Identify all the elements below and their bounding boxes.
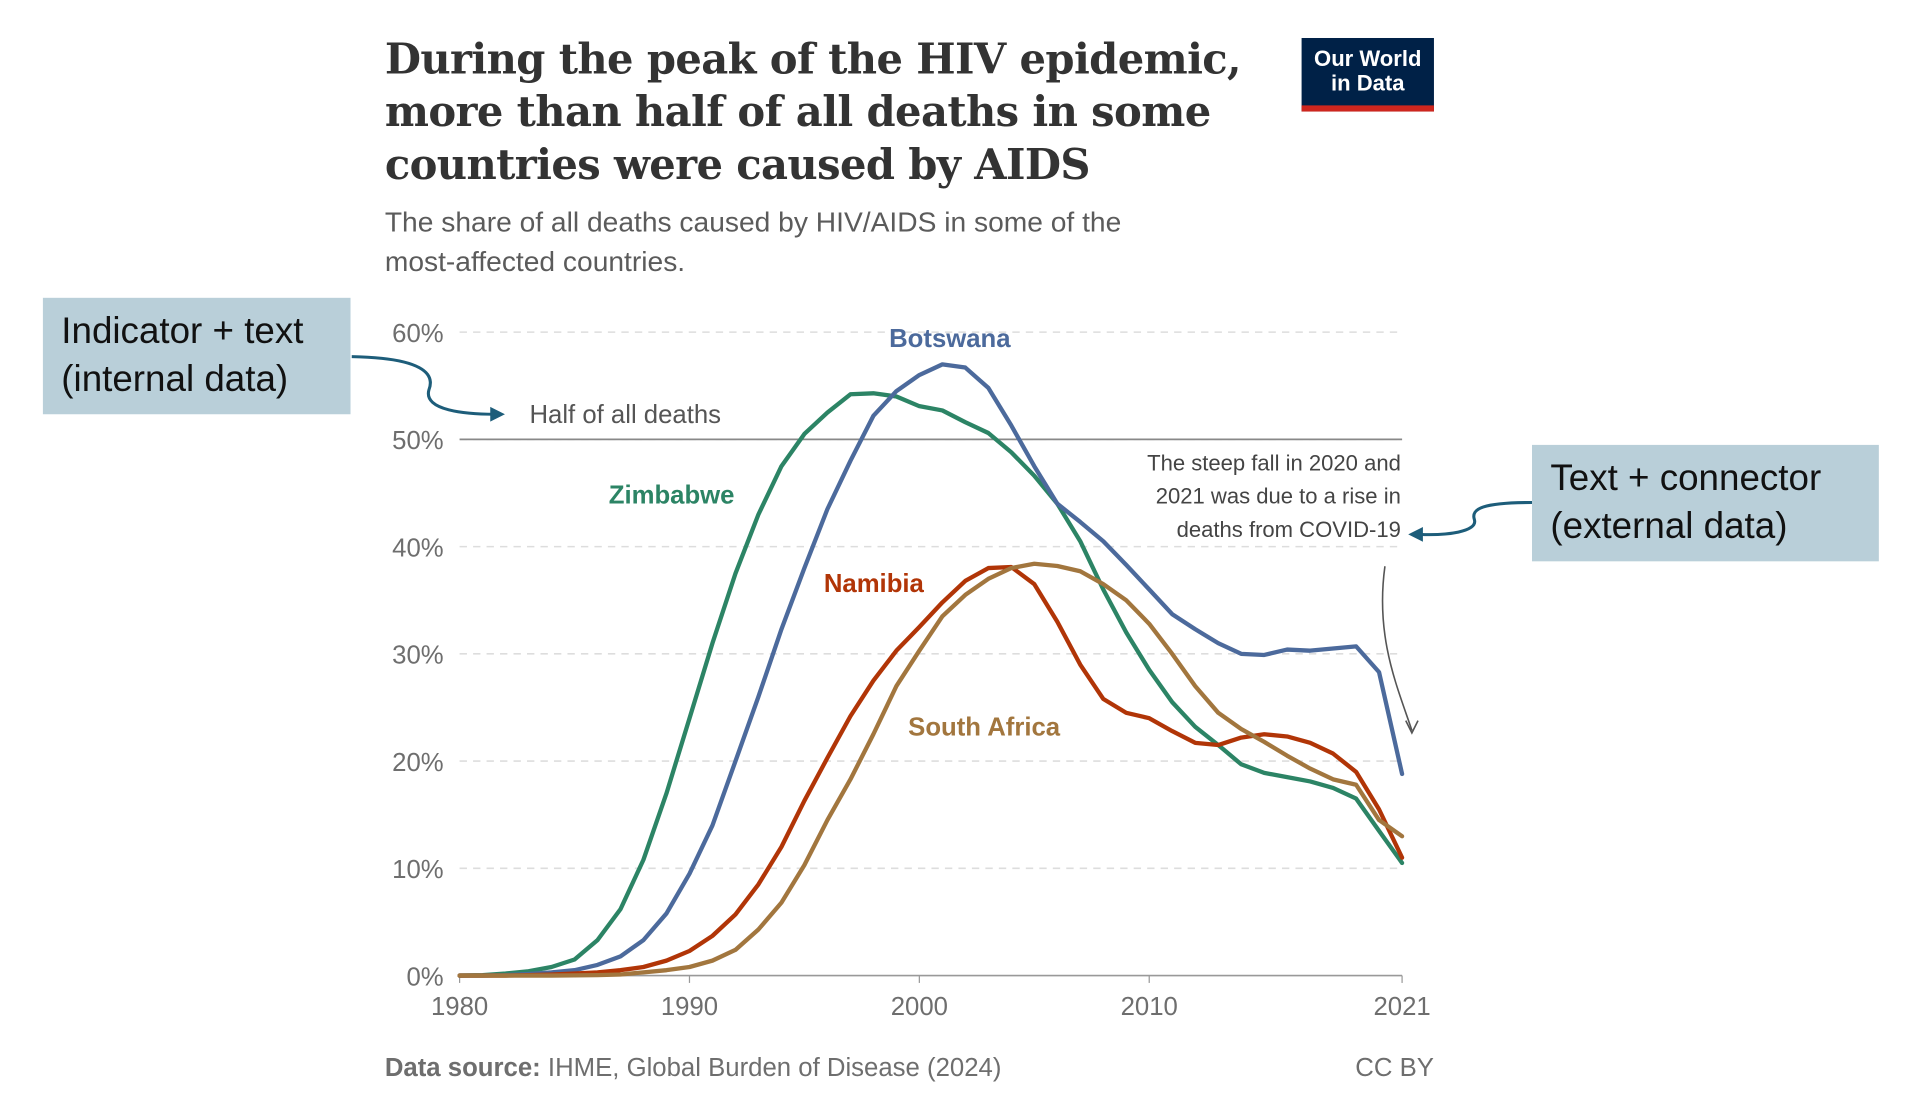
- y-tick-label: 30%: [392, 642, 443, 670]
- covid-note-line-1: The steep fall in 2020 and: [1147, 451, 1401, 476]
- right-arrowhead-icon: [1408, 527, 1423, 542]
- callout-external-data: Text + connector (external data): [1532, 444, 1879, 562]
- covid-connector-arrow: [1381, 566, 1413, 731]
- data-source: Data source: IHME, Global Burden of Dise…: [385, 1054, 1002, 1083]
- data-source-label: Data source:: [384, 1054, 541, 1083]
- series-line-botswana: [457, 362, 1405, 978]
- series-line-south-africa: [457, 561, 1405, 978]
- chart-title: During the peak of the HIV epidemic, mor…: [384, 35, 1242, 190]
- half-deaths-label: Half of all deaths: [529, 401, 721, 429]
- series-line-namibia: [457, 564, 1405, 978]
- x-tick-label: 1990: [661, 993, 718, 1021]
- y-tick-label: 60%: [392, 320, 443, 348]
- series-label-south-africa: South Africa: [908, 713, 1061, 741]
- covid-arrowhead-icon: [1405, 720, 1419, 735]
- logo-text: Our World in Data: [1314, 46, 1422, 96]
- data-source-text: IHME, Global Burden of Disease (2024): [547, 1054, 1002, 1083]
- chart-subtitle: The share of all deaths caused by HIV/AI…: [384, 205, 1122, 277]
- callout-internal-data: Indicator + text (internal data): [42, 297, 351, 415]
- x-tick-label: 2010: [1121, 993, 1178, 1021]
- y-tick-label: 40%: [392, 534, 443, 562]
- covid-note-line-2: 2021 was due to a rise in: [1156, 484, 1401, 509]
- left-callout-arrow: [351, 355, 496, 416]
- x-tick-label: 1980: [431, 993, 488, 1021]
- series-label-botswana: Botswana: [889, 325, 1011, 353]
- y-tick-label: 10%: [392, 856, 443, 884]
- series-label-namibia: Namibia: [824, 570, 925, 598]
- series-label-zimbabwe: Zimbabwe: [609, 482, 735, 510]
- y-tick-label: 20%: [392, 749, 443, 777]
- right-callout-arrow: [1419, 500, 1533, 537]
- x-tick-label: 2021: [1373, 993, 1430, 1021]
- license-link[interactable]: CC BY: [1355, 1054, 1434, 1083]
- covid-note-line-3: deaths from COVID-19: [1177, 517, 1401, 542]
- owid-logo[interactable]: Our World in Data: [1301, 37, 1434, 112]
- y-tick-label: 50%: [392, 427, 443, 455]
- series-line-zimbabwe: [457, 391, 1405, 978]
- y-tick-label: 0%: [406, 963, 443, 991]
- x-tick-label: 2000: [891, 993, 948, 1021]
- left-arrowhead-icon: [490, 406, 505, 422]
